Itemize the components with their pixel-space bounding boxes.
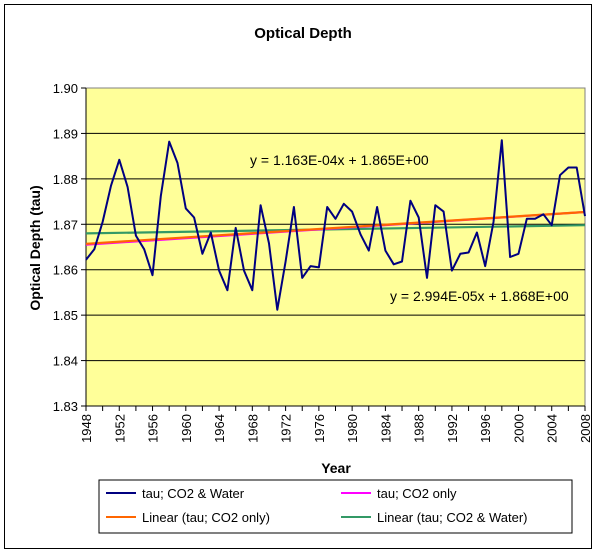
x-tick-label: 1964 xyxy=(212,414,227,443)
legend-label-co2-only: tau; CO2 only xyxy=(377,486,457,501)
x-tick-label: 1996 xyxy=(478,414,493,443)
trendline-equation-co2-water: y = 2.994E-05x + 1.868E+00 xyxy=(390,288,569,304)
y-tick-label: 1.89 xyxy=(53,126,78,141)
x-tick-label: 1980 xyxy=(345,414,360,443)
y-axis-title: Optical Depth (tau) xyxy=(27,185,43,310)
x-tick-label: 1992 xyxy=(445,414,460,443)
x-tick-label: 1968 xyxy=(245,414,260,443)
series-line-linear-tau-co2-only xyxy=(85,210,586,245)
y-tick-label: 1.85 xyxy=(53,308,78,323)
gridlines xyxy=(86,132,585,362)
y-tick-label: 1.90 xyxy=(53,81,78,96)
y-tick-label: 1.88 xyxy=(53,172,78,187)
y-tick-label: 1.87 xyxy=(53,217,78,232)
y-tick-label: 1.86 xyxy=(53,263,78,278)
trendline-equation-co2-only: y = 1.163E-04x + 1.865E+00 xyxy=(250,152,429,168)
y-tick-label: 1.84 xyxy=(53,354,78,369)
y-axis-ticks: 1.83 1.84 1.85 1.86 1.87 1.88 1.89 1.90 xyxy=(53,81,87,414)
legend-label-linear-co2-only: Linear (tau; CO2 only) xyxy=(142,510,270,525)
x-axis-title: Year xyxy=(321,460,351,476)
chart-frame: Optical Depth 1.83 1.84 1.85 1.86 1.87 1.88 1.… xyxy=(4,4,593,549)
x-tick-label: 1972 xyxy=(279,414,294,443)
x-tick-label: 2008 xyxy=(578,414,593,443)
series-line-tau-co2-water xyxy=(85,139,586,311)
legend-label-linear-co2-water: Linear (tau; CO2 & Water) xyxy=(377,510,528,525)
series-layer xyxy=(85,139,586,311)
legend-box xyxy=(98,479,573,534)
x-axis-ticks: 1948 1952 1956 1960 1964 1968 1972 1976 1980 1984… xyxy=(79,405,593,443)
x-tick-label: 1948 xyxy=(79,414,94,443)
legend-label-co2-water: tau; CO2 & Water xyxy=(142,486,245,501)
x-tick-label: 1960 xyxy=(179,414,194,443)
x-tick-label: 2000 xyxy=(511,414,526,443)
chart-svg: Optical Depth 1.831.841.851.861.871.881.… xyxy=(27,25,593,534)
y-tick-label: 1.83 xyxy=(53,399,78,414)
x-tick-label: 1976 xyxy=(312,414,327,443)
x-tick-label: 2004 xyxy=(545,414,560,443)
x-tick-label: 1988 xyxy=(412,414,427,443)
x-tick-label: 1984 xyxy=(378,414,393,443)
x-tick-label: 1956 xyxy=(146,414,161,443)
chart-title: Optical Depth xyxy=(254,25,352,42)
x-tick-label: 1952 xyxy=(112,414,127,443)
